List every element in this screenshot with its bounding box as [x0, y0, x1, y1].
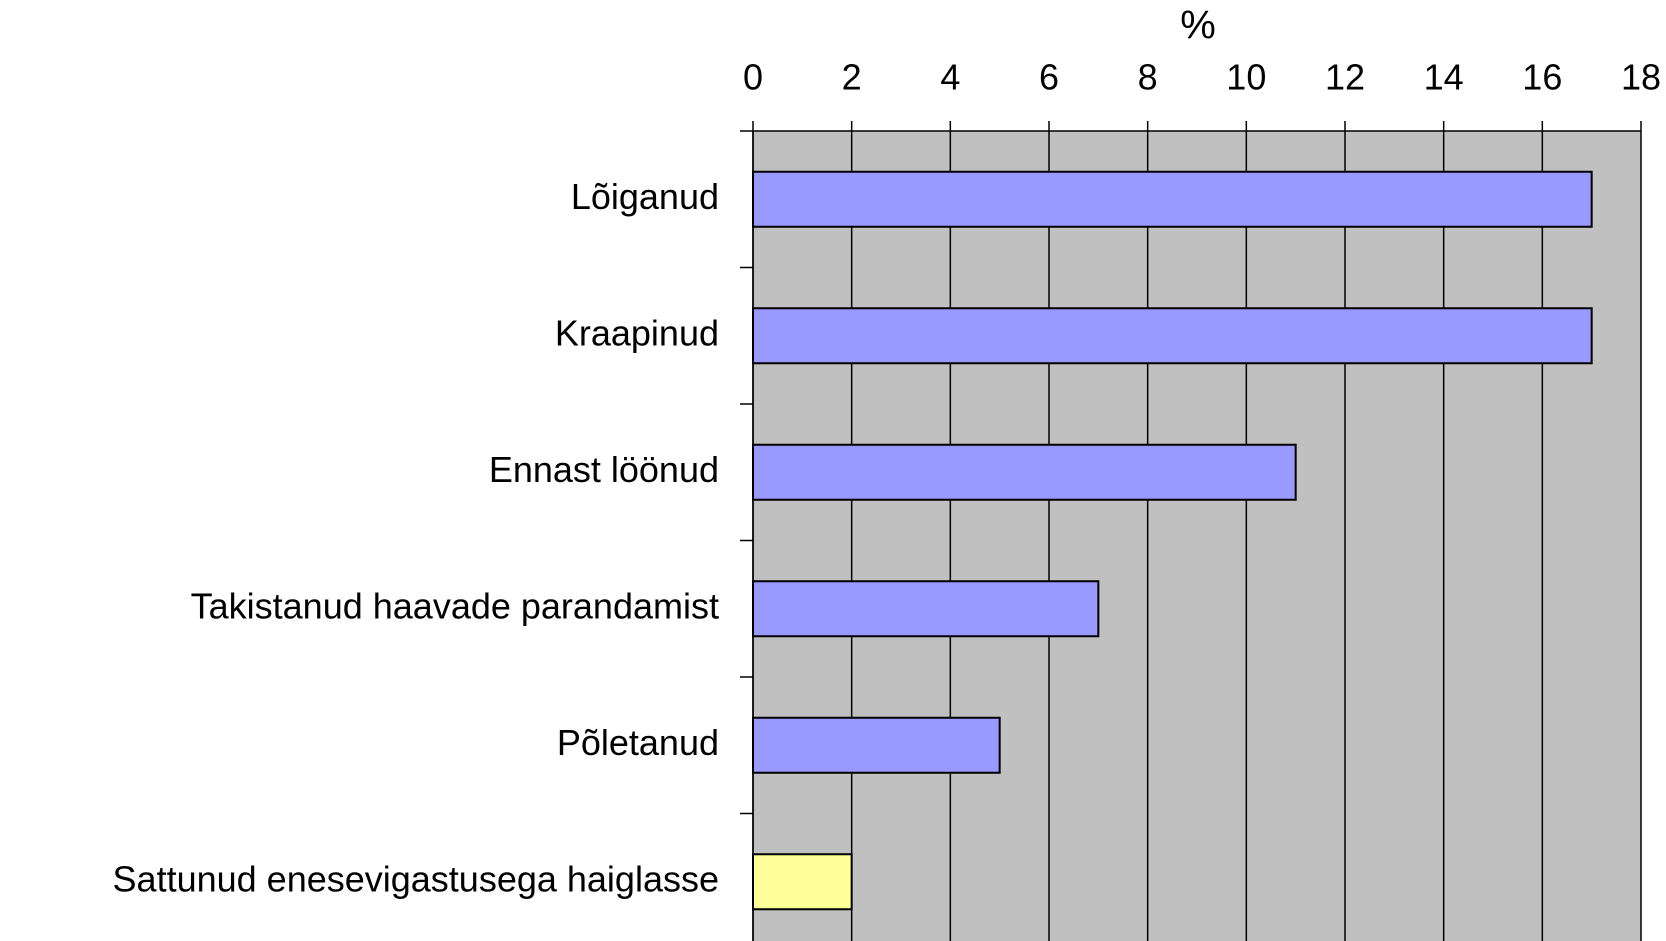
x-tick-label: 2: [842, 57, 862, 98]
x-tick-label: 0: [743, 57, 763, 98]
x-tick-label: 12: [1325, 57, 1365, 98]
x-tick-label: 6: [1039, 57, 1059, 98]
bar: [752, 170, 1593, 228]
y-tick-label: Ennast löönud: [489, 449, 719, 490]
x-tick-label: 16: [1522, 57, 1562, 98]
x-axis-label: %: [1180, 4, 1216, 48]
y-tick-label: Kraapinud: [555, 312, 719, 353]
y-tick-label: Sattunud enesevigastusega haiglasse: [113, 858, 719, 899]
bar: [752, 853, 853, 911]
bar: [752, 716, 1001, 774]
bar: [752, 580, 1100, 638]
y-tick-label: Takistanud haavade parandamist: [191, 585, 719, 626]
x-tick-label: 18: [1621, 57, 1661, 98]
plot-area: [753, 131, 1641, 941]
bar: [752, 307, 1593, 365]
y-tick-label: Lõiganud: [571, 176, 719, 217]
x-tick-label: 10: [1226, 57, 1266, 98]
x-tick-label: 4: [940, 57, 960, 98]
y-tick-label: Põletanud: [557, 722, 719, 763]
bar: [752, 443, 1297, 501]
x-tick-label: 8: [1138, 57, 1158, 98]
x-tick-label: 14: [1424, 57, 1464, 98]
